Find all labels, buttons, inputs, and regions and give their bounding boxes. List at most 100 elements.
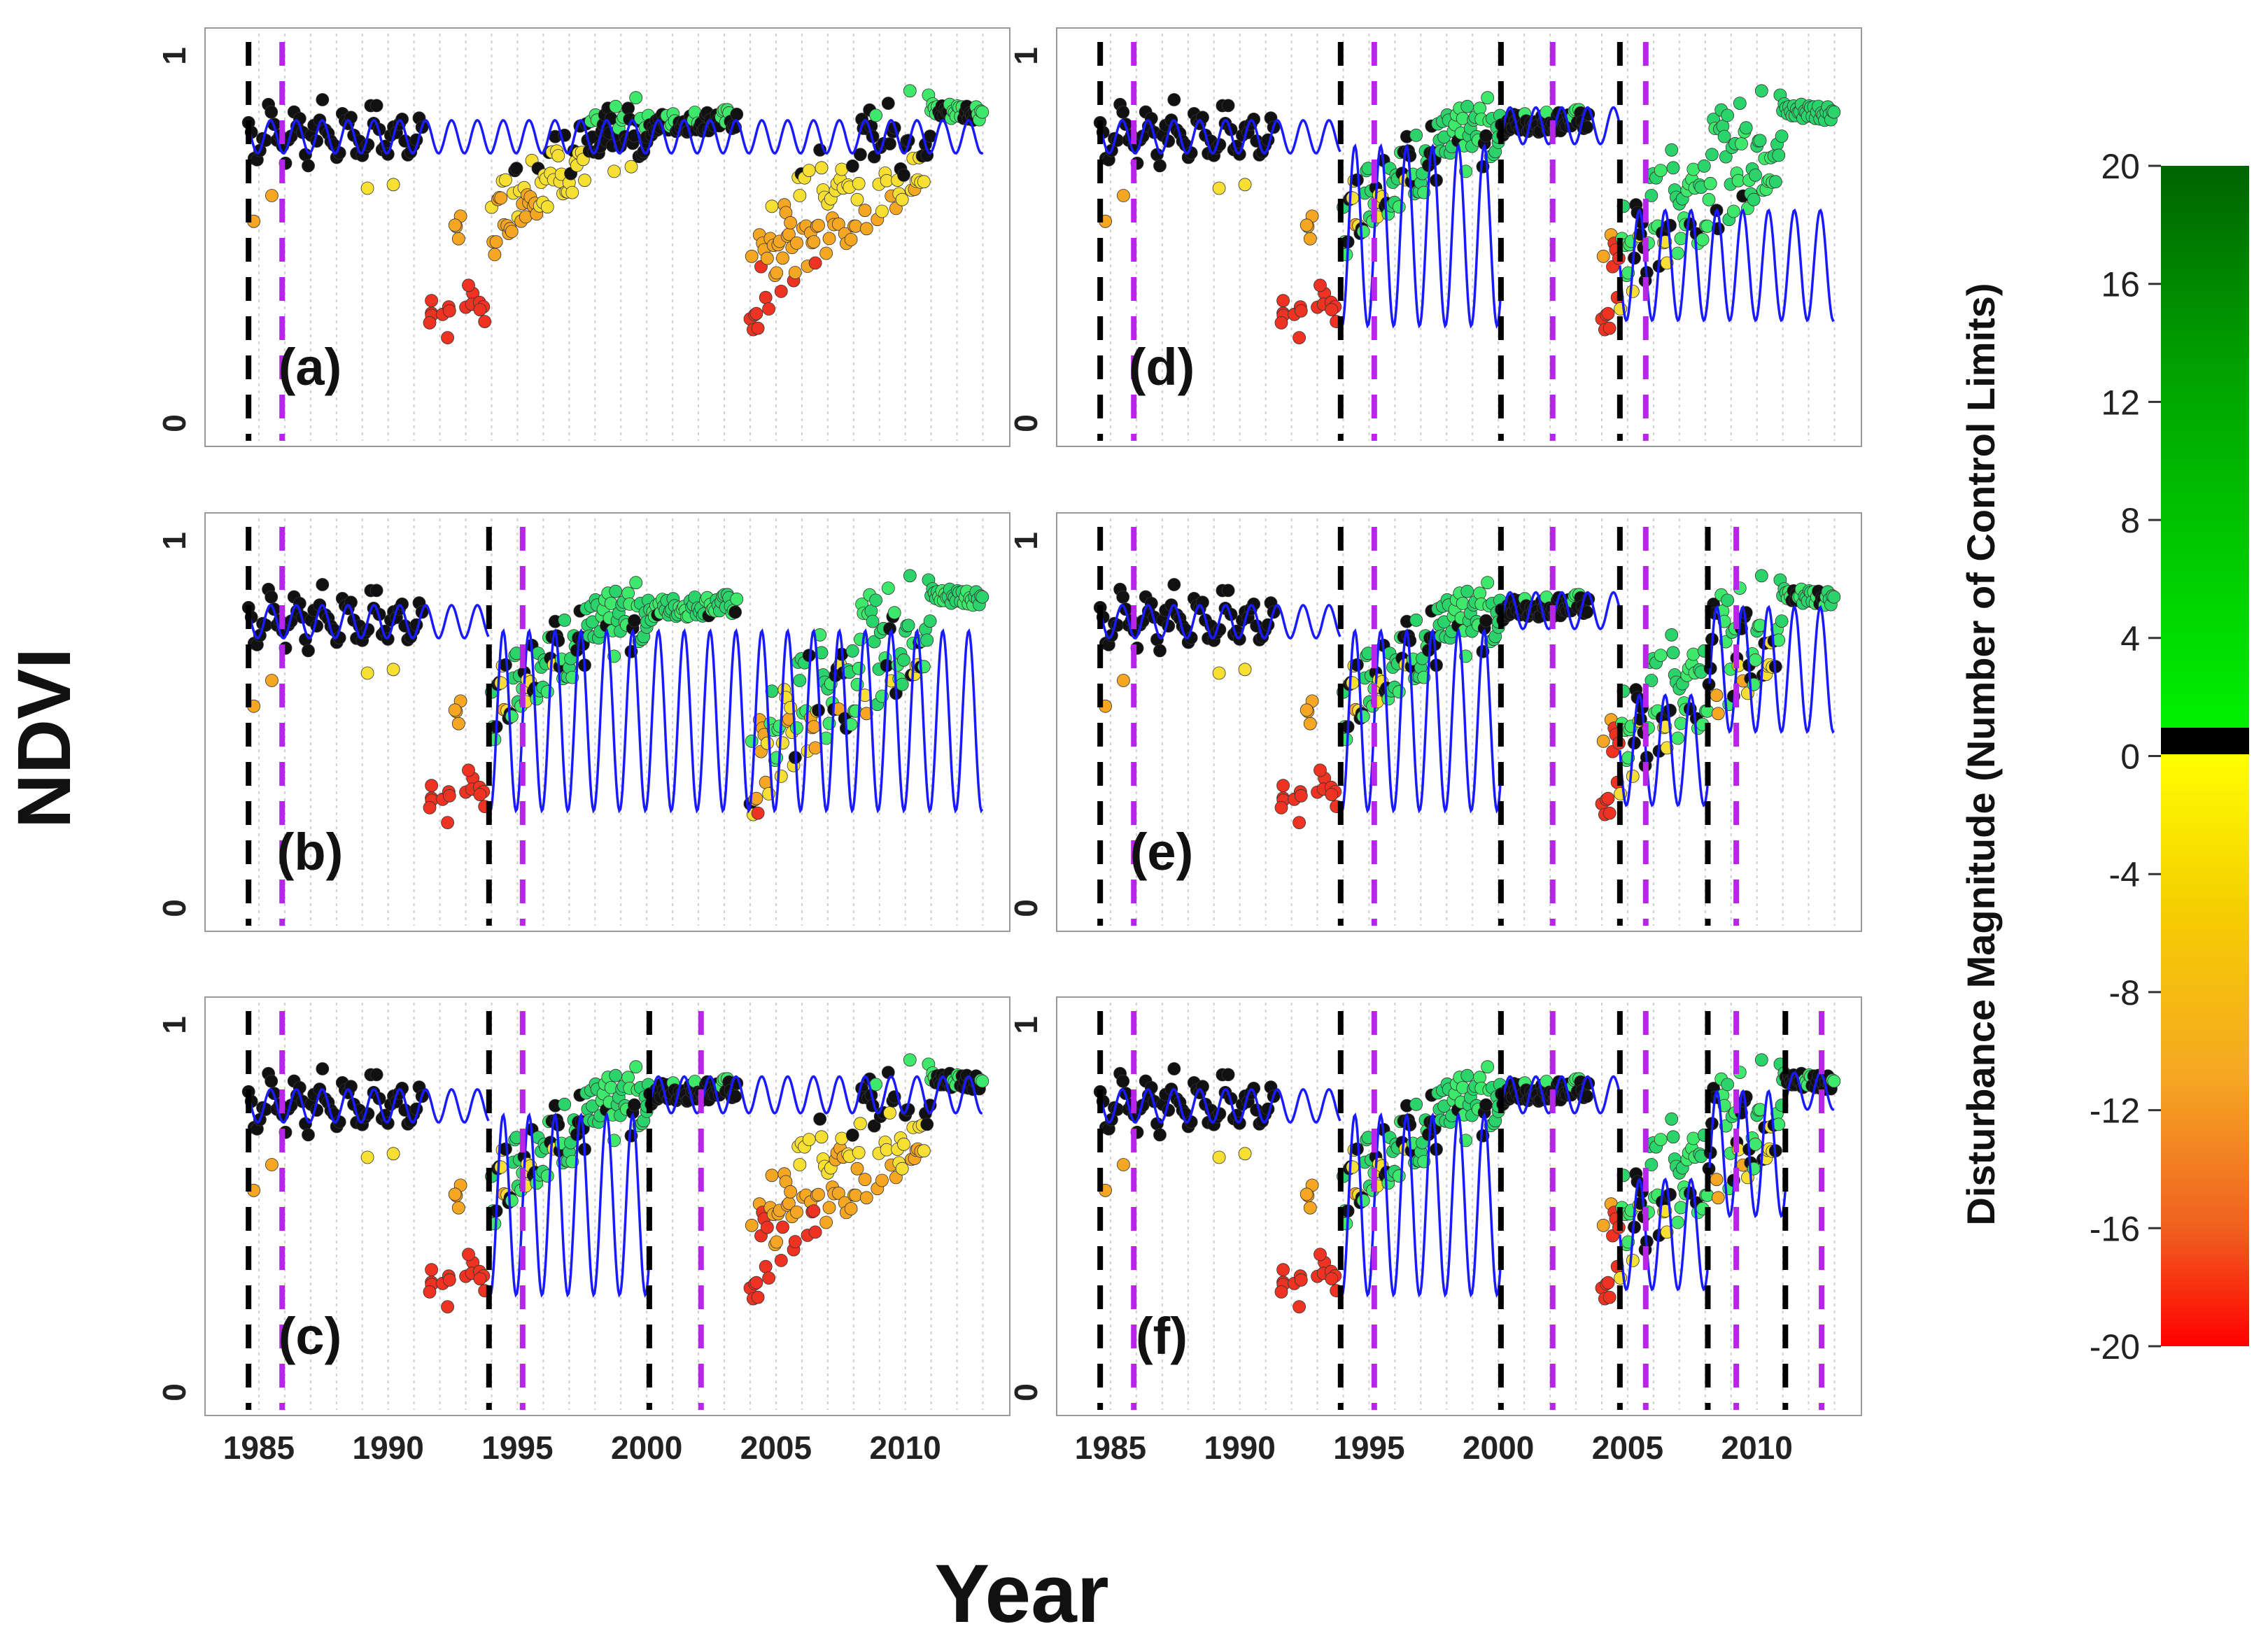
- observation-point: [1303, 232, 1317, 246]
- observation-point: [1212, 1150, 1226, 1164]
- observation-point: [807, 720, 821, 733]
- observation-point: [1153, 1128, 1167, 1142]
- observation-point: [845, 1128, 859, 1142]
- observation-point: [761, 736, 774, 750]
- observation-point: [1710, 689, 1724, 703]
- observation-point: [975, 590, 989, 604]
- observation-point: [1481, 91, 1495, 105]
- colorbar-tick-label: -16: [2090, 1209, 2140, 1248]
- observation-point: [1116, 590, 1130, 604]
- observation-point: [1666, 646, 1680, 660]
- x-tick-label: 2010: [1721, 1429, 1793, 1466]
- observation-point: [1733, 97, 1747, 111]
- observation-point: [265, 1158, 279, 1171]
- observation-point: [1303, 1201, 1317, 1215]
- observation-point: [442, 789, 456, 803]
- observation-point: [1626, 284, 1640, 298]
- observation-point: [1663, 218, 1677, 232]
- y-tick-label: 1: [156, 47, 192, 65]
- observation-point: [1481, 1060, 1495, 1074]
- observation-point: [1601, 1276, 1615, 1290]
- observation-point: [369, 99, 383, 113]
- observation-point: [1409, 613, 1423, 627]
- observation-point: [1294, 789, 1308, 803]
- y-tick-label: 1: [1008, 1016, 1044, 1034]
- observation-point: [316, 93, 330, 106]
- observation-point: [819, 246, 833, 260]
- observation-point: [784, 216, 797, 230]
- observation-point: [1666, 161, 1680, 175]
- observation-point: [1754, 84, 1768, 98]
- observation-point: [1603, 806, 1617, 820]
- observation-point: [1116, 1074, 1130, 1088]
- colorbar-tick-label: 8: [2120, 501, 2140, 540]
- observation-point: [558, 613, 572, 627]
- observation-point: [1167, 578, 1181, 591]
- colorbar-tick-label: -20: [2090, 1327, 2140, 1367]
- observation-point: [793, 189, 807, 202]
- observation-point: [859, 1191, 873, 1205]
- observation-point: [540, 1169, 554, 1183]
- observation-point: [1392, 685, 1406, 699]
- observation-point: [844, 1202, 858, 1215]
- observation-point: [1754, 1053, 1768, 1067]
- observation-point: [1749, 653, 1762, 667]
- observation-point: [505, 709, 519, 723]
- observation-point: [1654, 164, 1668, 178]
- x-axis-title: Year: [934, 1548, 1108, 1640]
- observation-point: [1212, 181, 1226, 195]
- observation-point: [451, 716, 465, 730]
- observation-point: [1702, 192, 1716, 206]
- observation-point: [360, 181, 374, 195]
- observation-point: [1711, 707, 1725, 721]
- observation-point: [1276, 1263, 1290, 1277]
- observation-point: [917, 1144, 931, 1158]
- colorbar-tick-label: 0: [2120, 737, 2140, 777]
- observation-point: [1313, 1248, 1327, 1262]
- observation-point: [1167, 93, 1181, 106]
- observation-point: [1313, 763, 1327, 777]
- observation-point: [1603, 1290, 1617, 1304]
- observation-point: [845, 644, 859, 658]
- panel-label: (f): [1136, 1307, 1188, 1365]
- observation-point: [1666, 1130, 1680, 1144]
- observation-point: [489, 235, 503, 249]
- panel-c: 0 1 (c): [156, 996, 1010, 1416]
- observation-point: [751, 321, 765, 335]
- observation-point: [1626, 1254, 1640, 1267]
- y-tick-label: 0: [1008, 414, 1044, 432]
- panel-a: 0 1 (a): [156, 27, 1010, 447]
- observation-point: [609, 99, 623, 113]
- observation-point: [822, 1201, 836, 1215]
- observation-point: [1654, 1133, 1668, 1146]
- observation-point: [897, 1137, 910, 1151]
- observation-point: [621, 586, 635, 600]
- observation-point: [812, 1187, 825, 1201]
- x-tick-label: 2005: [1592, 1429, 1663, 1466]
- observation-point: [1276, 779, 1290, 793]
- panel-frame: [204, 512, 1010, 932]
- observation-point: [1117, 189, 1130, 202]
- observation-point: [759, 290, 773, 304]
- observation-point: [774, 1254, 788, 1267]
- observation-point: [442, 1273, 456, 1287]
- colorbar-green-range: [2161, 166, 2249, 728]
- observation-point: [895, 1162, 909, 1175]
- observation-point: [565, 185, 579, 199]
- observation-point: [1274, 1285, 1288, 1299]
- observation-point: [1747, 192, 1761, 206]
- observation-point: [1276, 294, 1290, 308]
- observation-point: [770, 1235, 784, 1249]
- observation-point: [887, 606, 901, 620]
- observation-point: [1719, 150, 1733, 164]
- observation-point: [730, 592, 744, 606]
- observation-point: [540, 685, 554, 699]
- observation-point: [1392, 200, 1406, 214]
- observation-point: [1221, 99, 1235, 113]
- observation-point: [1392, 1169, 1406, 1183]
- observation-point: [1409, 128, 1423, 142]
- observation-point: [1212, 666, 1226, 680]
- y-tick-label: 0: [1008, 899, 1044, 917]
- observation-point: [808, 256, 822, 270]
- panel-b: 0 1 (b): [156, 512, 1010, 932]
